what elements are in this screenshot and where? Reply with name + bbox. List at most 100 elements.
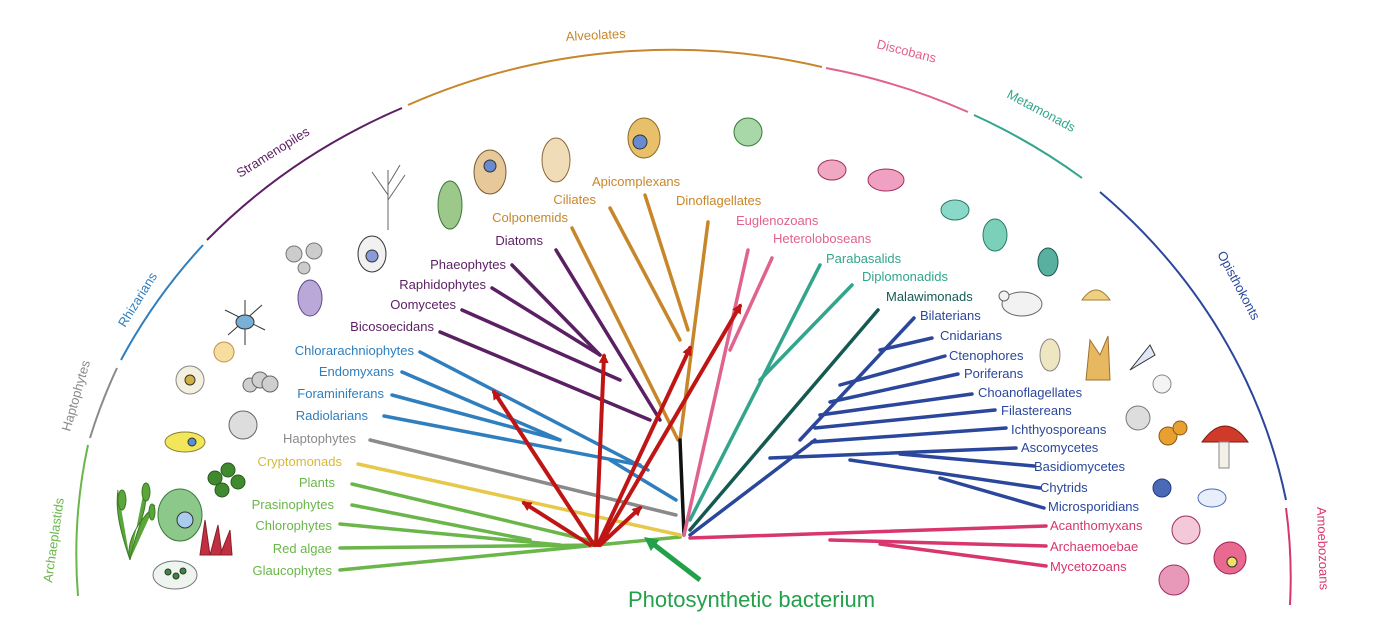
green-alga-cell-illustration [157,488,203,542]
bicosoecid-illustration [285,242,323,275]
branch-acanthomyxans [688,524,1048,540]
taxon-label-foraminiferans: Foraminiferans [297,386,384,401]
branch-dinoflagellates [678,220,710,442]
colponemid-illustration [473,149,507,195]
jellyfish-illustration [1081,289,1111,301]
taxon-label-dinoflagellates: Dinoflagellates [676,193,762,208]
group-label-haptophytes: Haptophytes [58,358,93,433]
taxon-label-glaucophytes: Glaucophytes [253,563,333,578]
branch-plants [350,482,602,545]
taxon-label-raphidophytes: Raphidophytes [399,277,486,292]
branch-ichthyosporeans [810,426,1008,444]
taxon-label-chlorophytes: Chlorophytes [255,518,332,533]
taxon-label-filastereans: Filastereans [1001,403,1072,418]
haptophyte-coccolith-illustration [228,410,258,440]
branch-mycetozoans [878,542,1048,568]
taxon-label-heteroloboseans: Heteroloboseans [773,231,872,246]
branch-euglenozoans [682,248,750,537]
arc-haptophytes [89,367,118,439]
taxon-label-bicosoecidans: Bicosoecidans [350,319,434,334]
taxon-label-prasinophytes: Prasinophytes [252,497,335,512]
ichthyosporean-illustration [1125,405,1151,431]
taxon-label-oomycetes: Oomycetes [390,297,456,312]
moss-illustration [207,462,246,498]
acanthomyxan-illustration [1171,515,1201,545]
taxon-label-red-algae: Red algae [273,541,332,556]
microsporidian-illustration [1197,488,1227,508]
group-label-archaeplastids: Archaeplastids [40,496,67,583]
red-alga-illustration [199,519,233,556]
branch-microsporidians [938,476,1046,510]
taxon-label-bilaterians: Bilaterians [920,308,981,323]
arc-metamonads [973,114,1083,179]
taxon-label-ichthyosporeans: Ichthyosporeans [1011,422,1107,437]
sponge-illustration [1085,335,1111,381]
branch-ascomycetes [768,446,1018,460]
filasterean-illustration [1152,374,1172,394]
branch-choanoflagellates [818,392,974,417]
branch-diatoms [554,248,662,422]
branch-phaeophytes [510,263,602,357]
branch-poriferans [828,372,960,404]
chlorarachniophyte-illustration [224,300,266,345]
mycetozoan-illustration [1158,564,1190,596]
group-label-discobans: Discobans [875,36,938,65]
cryptomonad-illustration [164,431,206,453]
arc-alveolates [407,48,823,106]
endomyxan-illustration [297,279,323,317]
taxon-label-acanthomyxans: Acanthomyxans [1050,518,1143,533]
arrow-to-euglenozoans [598,303,742,547]
group-arcs [75,48,1292,606]
taxon-label-plants: Plants [299,475,336,490]
heliozoan-illustration [213,341,235,363]
heterolobosean-illustration [867,168,905,192]
taxon-label-haptophytes: Haptophytes [283,431,356,446]
branch-apicomplexans [643,193,690,332]
foraminiferan-illustration [242,371,279,393]
arc-opisthokonts [1099,191,1287,501]
taxon-label-archaemoebae: Archaemoebae [1050,539,1138,554]
arrow-to-haptophytes [598,505,643,547]
arrow-to-rhizarians [492,389,596,547]
arrow-to-stramenopiles [594,353,609,547]
arrow-to-alveolates [596,345,692,547]
group-label-stramenopiles: Stramenopiles [234,124,313,181]
group-label-rhizarians: Rhizarians [115,269,161,329]
green-seaweed-illustration [116,482,156,561]
taxon-label-mycetozoans: Mycetozoans [1050,559,1127,574]
taxon-label-parabasalids: Parabasalids [826,251,902,266]
branch-raphidophytes [490,286,602,357]
branch-backbone [678,438,686,537]
branch-diplomonadids [758,283,854,382]
ctenophore-illustration [1039,338,1061,372]
branch-chytrids [848,458,1042,490]
taxon-label-poriferans: Poriferans [964,366,1024,381]
mushroom-illustration [1201,425,1249,469]
taxon-label-ctenophores: Ctenophores [949,348,1024,363]
dinoflagellate-illustration [733,117,763,147]
archaemoeba-illustration [1213,541,1247,575]
bacterium-label: Photosynthetic bacterium [628,587,875,612]
branch-rhizarians-stem [608,458,678,502]
group-label-alveolates: Alveolates [565,26,626,44]
arrow-to-cryptomonads [521,501,592,547]
group-label-opisthokonts: Opisthokonts [1214,248,1263,322]
taxon-label-choanoflagellates: Choanoflagellates [978,385,1083,400]
taxon-label-radiolarians: Radiolarians [296,408,369,423]
branch-archaemoebae [828,538,1048,548]
ciliate-illustration [541,137,571,183]
branch-heteroloboseans [728,256,774,352]
bacterium-arrow [644,536,702,582]
branch-basidiomycetes [898,452,1036,468]
arc-rhizarians [120,244,204,361]
endosymbiosis-arrows [492,303,742,547]
taxon-label-apicomplexans: Apicomplexans [592,174,681,189]
branch-chlorarachniophytes [418,350,650,472]
arc-archaeplastids [75,444,89,597]
tree-branches [338,193,1048,572]
branch-parabasalids [688,263,822,522]
radiolarian-illustration [175,365,205,395]
taxon-label-euglenozoans: Euglenozoans [736,213,819,228]
branch-colponemids [570,226,680,442]
